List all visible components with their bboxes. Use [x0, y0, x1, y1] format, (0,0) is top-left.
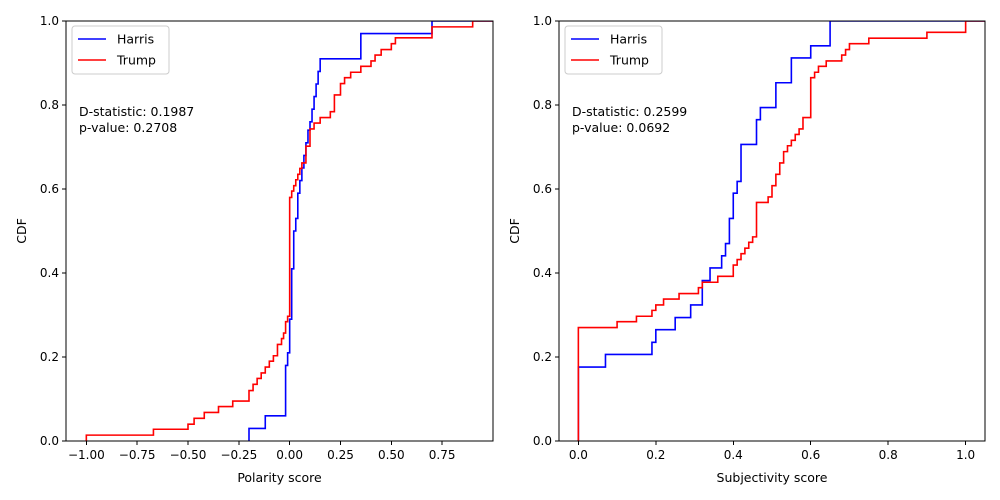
y-tick-label: 0.2 — [40, 350, 59, 364]
x-tick-label: 0.50 — [378, 448, 405, 462]
x-tick-label: 0.00 — [276, 448, 303, 462]
y-tick-label: 0.8 — [40, 98, 59, 112]
series-group — [577, 21, 985, 441]
legend-box — [71, 25, 170, 75]
series-line-harris — [577, 21, 985, 441]
x-tick-label: 0.0 — [569, 448, 588, 462]
x-tick-label: −1.00 — [68, 448, 105, 462]
y-axis-label: CDF — [14, 218, 29, 244]
p-value-label: p-value: 0.2708 — [79, 120, 177, 135]
y-tick-label: 0.6 — [40, 182, 59, 196]
subplot-2: 0.0 0.2 0.4 0.6 0.8 1.0 0.0 0.2 0.4 0.6 0.8 1.0 Subj… — [507, 14, 986, 485]
x-tick-label: −0.50 — [170, 448, 207, 462]
series-line-trump — [577, 21, 985, 441]
y-tick-label: 0.2 — [533, 350, 552, 364]
series-group — [85, 21, 493, 441]
y-tick-label: 0.8 — [533, 98, 552, 112]
x-tick-label: −0.25 — [220, 448, 257, 462]
legend-label-trump: Trump — [609, 53, 649, 68]
legend: Harris Trump — [71, 25, 170, 75]
y-tick-label: 0.4 — [40, 266, 59, 280]
x-tick-label: 0.2 — [646, 448, 665, 462]
x-tick-label: 1.0 — [956, 448, 975, 462]
legend-box — [564, 25, 663, 75]
series-line-trump — [85, 21, 493, 441]
axes-frame — [65, 20, 494, 442]
x-axis-label: Subjectivity score — [717, 470, 828, 485]
subplot-1: −1.00 −0.75 −0.50 −0.25 0.00 0.25 0.50 0.75 0.0 0… — [14, 14, 494, 485]
x-tick-label: 0.25 — [327, 448, 354, 462]
y-axis-label: CDF — [507, 218, 522, 244]
series-line-harris — [248, 21, 493, 441]
y-tick-label: 0.0 — [40, 434, 59, 448]
x-tick-label: 0.4 — [724, 448, 743, 462]
y-tick-label: 0.6 — [533, 182, 552, 196]
p-value-label: p-value: 0.0692 — [572, 120, 670, 135]
legend-label-harris: Harris — [610, 32, 647, 47]
x-axis-label: Polarity score — [237, 470, 322, 485]
x-tick-label: 0.8 — [879, 448, 898, 462]
x-tick-label: −0.75 — [119, 448, 156, 462]
y-tick-label: 0.0 — [533, 434, 552, 448]
y-tick-label: 1.0 — [40, 14, 59, 28]
d-statistic-label: D-statistic: 0.1987 — [79, 104, 194, 119]
legend: Harris Trump — [564, 25, 663, 75]
d-statistic-label: D-statistic: 0.2599 — [572, 104, 687, 119]
x-tick-label: 0.75 — [429, 448, 456, 462]
x-tick-label: 0.6 — [801, 448, 820, 462]
legend-label-harris: Harris — [117, 32, 154, 47]
legend-label-trump: Trump — [116, 53, 156, 68]
axes-frame — [558, 20, 986, 442]
y-tick-label: 1.0 — [533, 14, 552, 28]
y-tick-label: 0.4 — [533, 266, 552, 280]
